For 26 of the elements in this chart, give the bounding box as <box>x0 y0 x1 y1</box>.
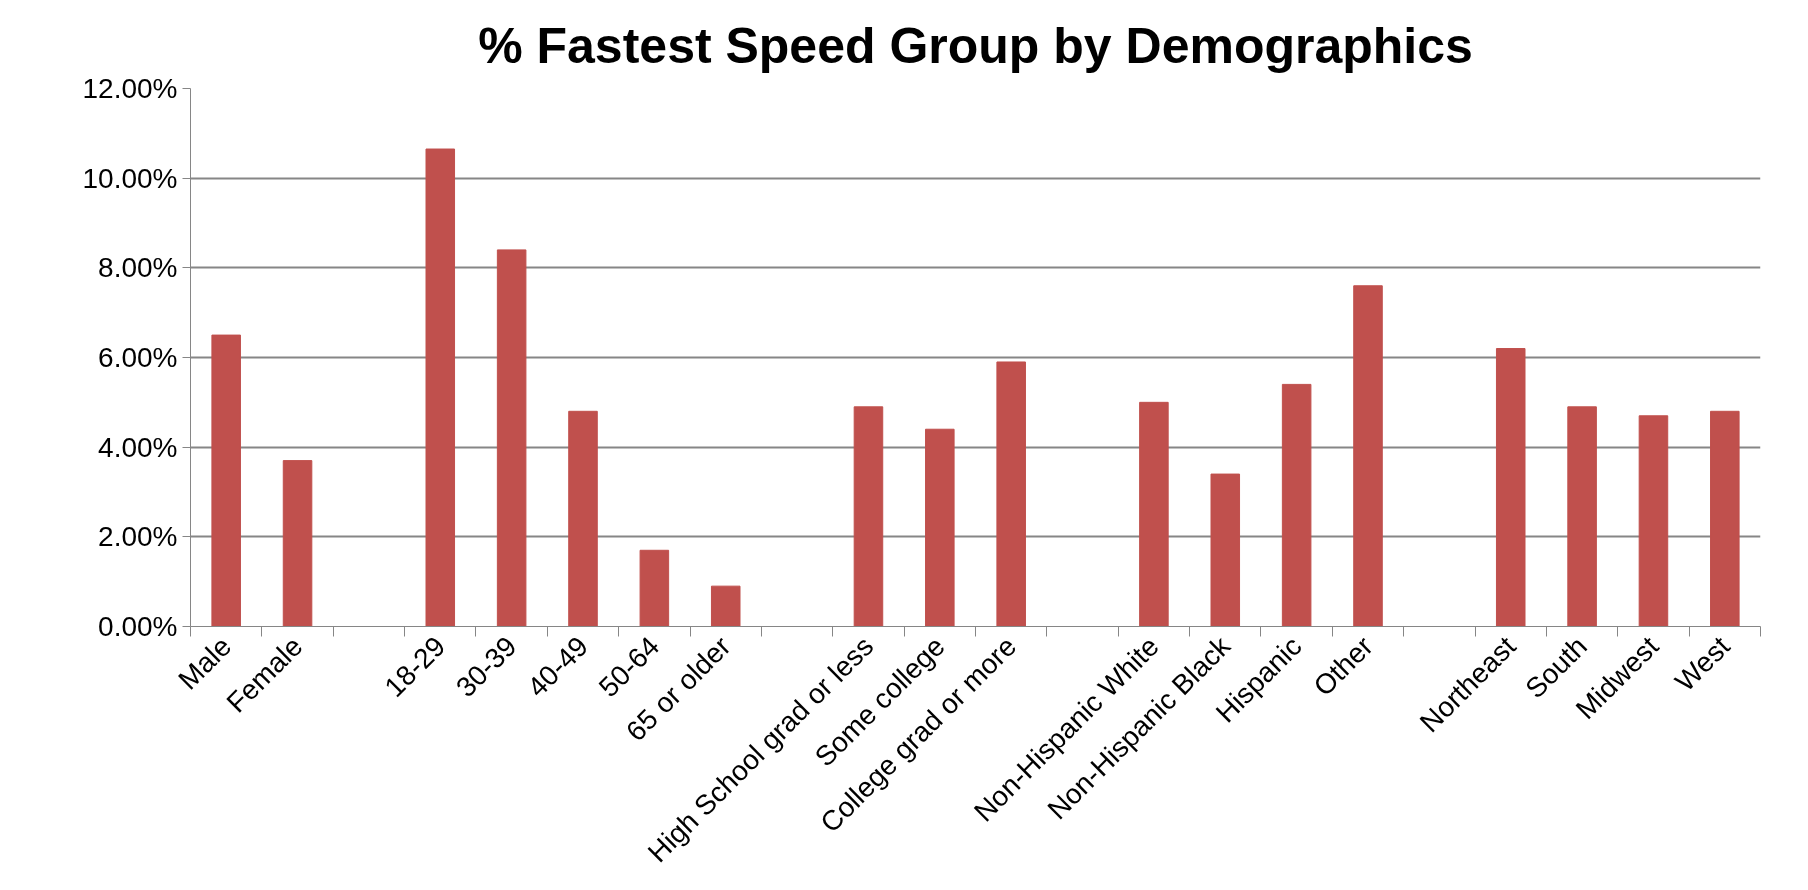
chart-title: % Fastest Speed Group by Demographics <box>478 17 1473 74</box>
bar <box>996 361 1026 627</box>
y-tick-label: 0.00% <box>98 611 178 642</box>
y-tick-label: 6.00% <box>98 342 178 373</box>
bar <box>568 410 598 627</box>
bar <box>282 460 313 627</box>
y-tick-label: 10.00% <box>82 162 178 194</box>
y-tick-label: 2.00% <box>98 521 178 553</box>
y-tick-label: 8.00% <box>98 252 178 284</box>
bar <box>925 428 955 627</box>
bar <box>1210 473 1241 627</box>
bar <box>1353 285 1383 627</box>
bar <box>710 585 741 627</box>
y-tick-label: 4.00% <box>98 431 178 463</box>
bar <box>639 549 670 627</box>
bar <box>1281 383 1312 627</box>
y-tick-label: 12.00% <box>82 73 178 104</box>
bar <box>853 406 884 627</box>
bar <box>1567 406 1597 627</box>
bar <box>1139 401 1169 627</box>
bar <box>1710 410 1740 627</box>
bar <box>1495 348 1526 627</box>
bar <box>425 148 456 627</box>
bar <box>1638 415 1669 627</box>
bar <box>496 249 527 627</box>
bar <box>211 334 241 627</box>
